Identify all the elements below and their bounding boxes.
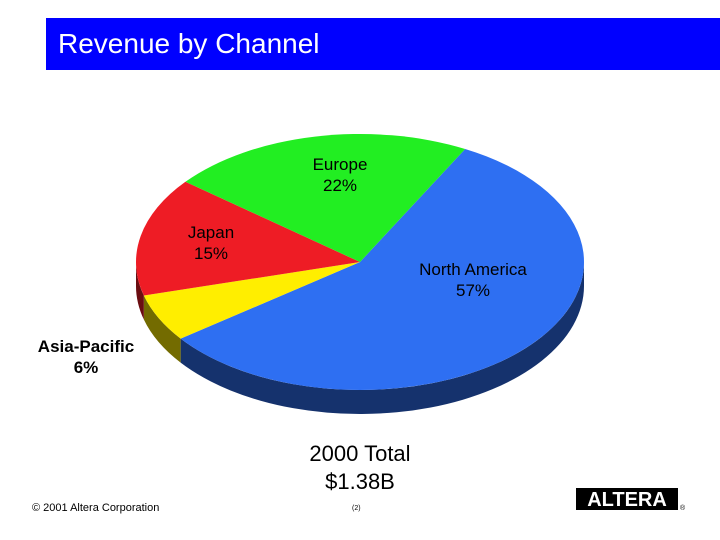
europe-label: Europe 22% (290, 154, 390, 196)
logo-registered-mark: ® (680, 504, 686, 512)
pie-side-asia-pacific (143, 295, 181, 363)
asia-pacific-label: Asia-Pacific 6% (26, 336, 146, 378)
europe-value: 22% (322, 176, 358, 195)
pie-side-north-america (180, 262, 584, 414)
north-america-label: North America 57% (398, 259, 548, 301)
europe-name: Europe (312, 155, 368, 174)
japan-name: Japan (187, 223, 235, 242)
pie-slice-japan (136, 181, 360, 296)
pie-slices (136, 134, 585, 390)
page-number: (2) (352, 505, 361, 512)
pie-slice-north-america (180, 148, 585, 390)
total-line-2: $1.38B (325, 469, 395, 494)
title-bar: Revenue by Channel (46, 18, 720, 70)
total-line-1: 2000 Total (309, 441, 411, 466)
slide-title: Revenue by Channel (58, 28, 320, 59)
logo-text: ALTERA (587, 489, 667, 511)
japan-value: 15% (193, 244, 229, 263)
asia-pacific-name: Asia-Pacific (37, 337, 135, 356)
logo-background (576, 488, 678, 510)
north-america-value: 57% (455, 281, 491, 300)
pie-sides (136, 262, 584, 414)
pie-slice-europe (185, 134, 466, 262)
north-america-name: North America (419, 260, 527, 279)
asia-pacific-value: 6% (73, 358, 99, 377)
altera-logo: ALTERA ® (576, 488, 686, 512)
pie-slice-asia-pacific (143, 262, 360, 339)
total-label: 2000 Total $1.38B (270, 440, 450, 496)
pie-side-japan (136, 262, 144, 320)
copyright: © 2001 Altera Corporation (32, 502, 160, 514)
japan-label: Japan 15% (166, 222, 256, 264)
